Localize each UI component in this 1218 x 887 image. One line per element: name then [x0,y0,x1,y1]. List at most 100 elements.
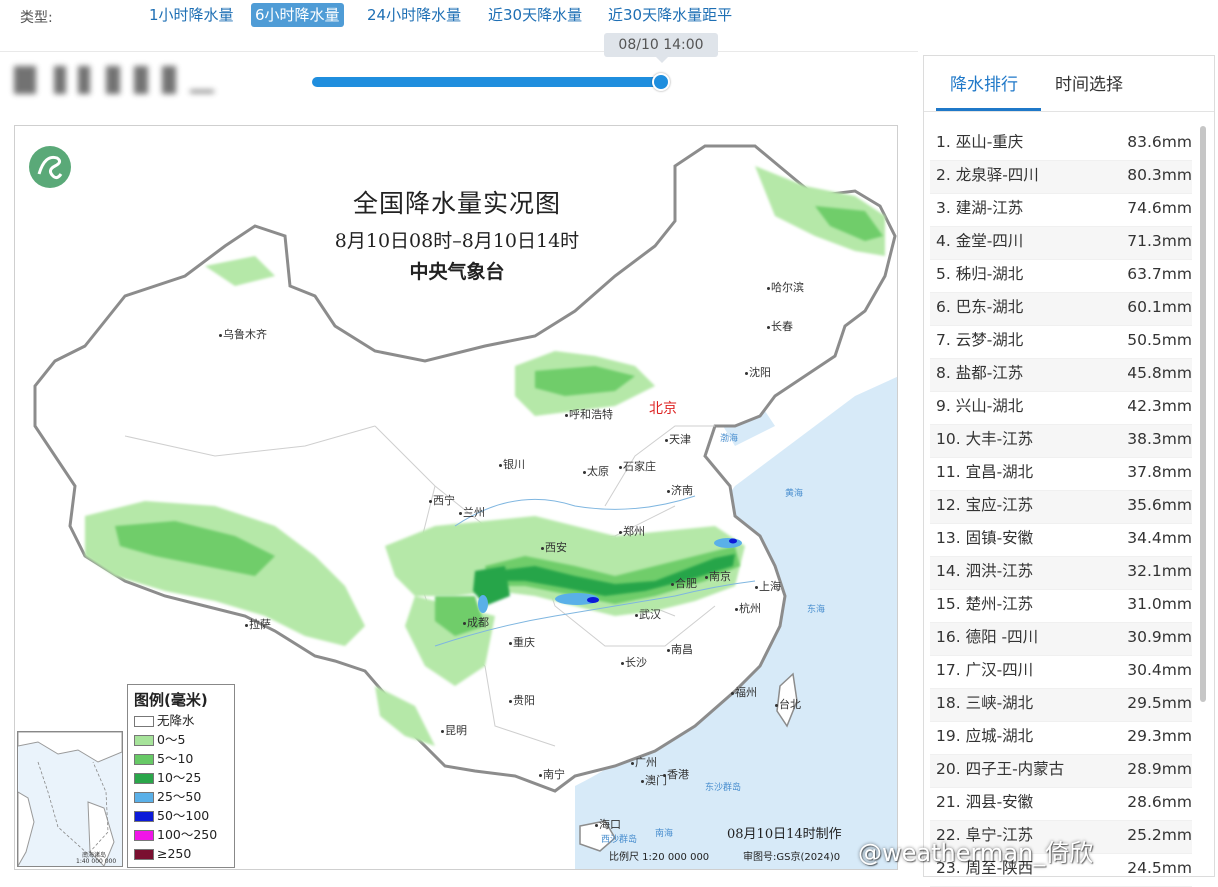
city-guangzhou: 广州 [631,754,657,770]
legend-item: 25～50 [134,787,228,806]
city-xian: 西安 [541,539,567,555]
city-nanning: 南宁 [539,766,565,782]
city-nanchang: 南昌 [667,641,693,657]
tab-30-day[interactable]: 近30天降水量 [488,6,583,24]
inset-scale: 1:40 000 000 [76,858,117,865]
tab-1-hour[interactable]: 1小时降水量 [149,6,234,24]
legend-item: 10～25 [134,768,228,787]
city-nanjing: 南京 [705,568,731,584]
side-panel: 降水排行 时间选择 1. 巫山-重庆 83.6mm 2. 龙泉驿-四川 80.3mm 3… [923,55,1215,887]
ranking-row: 13. 固镇-安徽 34.4mm [930,524,1192,557]
ranking-row: 7. 云梦-湖北 50.5mm [930,326,1192,359]
station-name: 6. 巴东-湖北 [936,298,1024,316]
ranking-row: 19. 应城-湖北 29.3mm [930,722,1192,755]
rainfall-value: 29.3mm [1127,727,1192,745]
map-period: 8月10日08时–8月10日14时 [334,230,580,252]
rainfall-value: 50.5mm [1127,331,1192,349]
watermark: @weatherman_倚欣 [858,839,1094,867]
rainfall-value: 28.9mm [1127,760,1192,778]
sea-nanhai: 南海 [655,829,674,839]
rainfall-value: 25.2mm [1127,826,1192,844]
city-tianjin: 天津 [665,431,691,447]
ranking-row: 22. 阜宁-江苏 25.2mm [930,821,1192,854]
cma-emblem-icon [29,146,71,188]
type-label: 类型: [20,10,53,26]
ranking-row: 14. 泗洪-江苏 32.1mm [930,557,1192,590]
rainfall-value: 74.6mm [1127,199,1192,217]
blurred-logo [14,64,218,98]
city-lanzhou: 兰州 [459,504,485,520]
rainfall-value: 35.6mm [1127,496,1192,514]
rainfall-value: 31.0mm [1127,595,1192,613]
ranking-row: 10. 大丰-江苏 38.3mm [930,425,1192,458]
time-tooltip: 08/10 14:00 [604,33,718,63]
ranking-row: 15. 楚州-江苏 31.0mm [930,590,1192,623]
rainfall-value: 42.3mm [1127,397,1192,415]
city-kunming: 昆明 [441,722,467,738]
city-hangzhou: 杭州 [735,600,761,616]
rainfall-value: 29.5mm [1127,694,1192,712]
legend-item: 无降水 [134,711,228,730]
city-taiyuan: 太原 [583,463,609,479]
ranking-row: 16. 德阳 -四川 30.9mm [930,623,1192,656]
station-name: 21. 泗县-安徽 [936,793,1034,811]
map-scale: 比例尺 1:20 000 000 [609,852,710,863]
rainfall-value: 45.8mm [1127,364,1192,382]
sea-donghai: 东海 [807,605,826,615]
tab-rainfall-ranking[interactable]: 降水排行 [950,75,1018,95]
station-name: 8. 盐都-江苏 [936,364,1024,382]
station-name: 9. 兴山-湖北 [936,397,1024,415]
tab-6-hour[interactable]: 6小时降水量 [251,3,344,27]
rainfall-value: 83.6mm [1127,133,1192,151]
ranking-row: 11. 宜昌-湖北 37.8mm [930,458,1192,491]
active-tab-underline [936,108,1041,111]
ranking-row: 9. 兴山-湖北 42.3mm [930,392,1192,425]
rainfall-value: 63.7mm [1127,265,1192,283]
rainfall-value: 80.3mm [1127,166,1192,184]
city-zhengzhou: 郑州 [619,523,645,539]
side-tabs: 降水排行 时间选择 [924,56,1214,112]
city-changchun: 长春 [767,318,793,334]
time-slider[interactable] [312,73,670,91]
ranking-row: 2. 龙泉驿-四川 80.3mm [930,161,1192,194]
scrollbar[interactable] [1200,126,1206,702]
map-agency: 中央气象台 [409,261,505,283]
station-name: 15. 楚州-江苏 [936,595,1034,613]
rainfall-value: 37.8mm [1127,463,1192,481]
city-yinchuan: 银川 [499,456,525,472]
ranking-row: 6. 巴东-湖北 60.1mm [930,293,1192,326]
city-chongqing: 重庆 [509,634,535,650]
city-changsha: 长沙 [621,654,647,670]
slider-track[interactable] [312,77,662,87]
tab-24-hour[interactable]: 24小时降水量 [367,6,462,24]
rainfall-value: 30.9mm [1127,628,1192,646]
ranking-row: 17. 广汉-四川 30.4mm [930,656,1192,689]
sea-bohai: 渤海 [720,434,739,444]
station-name: 22. 阜宁-江苏 [936,826,1034,844]
city-hohhot: 呼和浩特 [565,406,613,422]
station-name: 10. 大丰-江苏 [936,430,1034,448]
station-name: 3. 建湖-江苏 [936,199,1024,217]
legend: 图例(毫米) 无降水 0～5 5～10 10～25 25～50 50～100 1… [127,684,235,868]
city-hefei: 合肥 [671,575,697,591]
city-jinan: 济南 [667,482,693,498]
review-number: 审图号:GS京(2024)0 [743,852,841,863]
ranking-row: 21. 泗县-安徽 28.6mm [930,788,1192,821]
city-wuhan: 武汉 [635,606,661,622]
city-harbin: 哈尔滨 [767,279,804,295]
station-name: 23. 周至-陕西 [936,859,1034,877]
ranking-row: 3. 建湖-江苏 74.6mm [930,194,1192,227]
station-name: 12. 宝应-江苏 [936,496,1034,514]
map-title: 全国降水量实况图 [352,189,561,218]
city-hongkong: 香港 [663,766,689,782]
ranking-row: 8. 盐都-江苏 45.8mm [930,359,1192,392]
ranking-row: 1. 巫山-重庆 83.6mm [930,128,1192,161]
rainfall-value: 34.4mm [1127,529,1192,547]
tab-30-day-anomaly[interactable]: 近30天降水量距平 [608,6,733,24]
slider-handle[interactable] [652,73,670,91]
ranking-row: 12. 宝应-江苏 35.6mm [930,491,1192,524]
station-name: 18. 三峡-湖北 [936,694,1034,712]
rainfall-value: 71.3mm [1127,232,1192,250]
sea-dongsha: 东沙群岛 [705,783,742,793]
tab-time-select[interactable]: 时间选择 [1055,75,1123,95]
